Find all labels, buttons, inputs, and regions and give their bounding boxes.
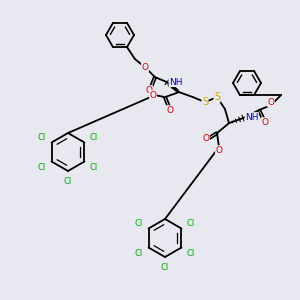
Text: Cl: Cl xyxy=(38,133,46,142)
Text: O: O xyxy=(146,85,152,94)
Text: O: O xyxy=(149,91,157,100)
Text: Cl: Cl xyxy=(90,163,98,172)
Text: S: S xyxy=(202,97,208,107)
Text: Cl: Cl xyxy=(38,163,46,172)
Text: Cl: Cl xyxy=(187,218,195,227)
Text: O: O xyxy=(215,146,223,154)
Text: O: O xyxy=(167,106,173,115)
Text: O: O xyxy=(268,98,274,106)
Text: Cl: Cl xyxy=(64,178,72,187)
Text: O: O xyxy=(142,63,148,72)
Text: Cl: Cl xyxy=(161,263,169,272)
Text: Cl: Cl xyxy=(90,133,98,142)
Text: NH: NH xyxy=(245,112,259,122)
Text: Cl: Cl xyxy=(135,248,143,257)
Text: S: S xyxy=(214,92,220,102)
Text: NH: NH xyxy=(169,78,182,87)
Text: O: O xyxy=(262,118,268,127)
Text: Cl: Cl xyxy=(135,218,143,227)
Text: Cl: Cl xyxy=(187,248,195,257)
Text: O: O xyxy=(202,134,209,142)
